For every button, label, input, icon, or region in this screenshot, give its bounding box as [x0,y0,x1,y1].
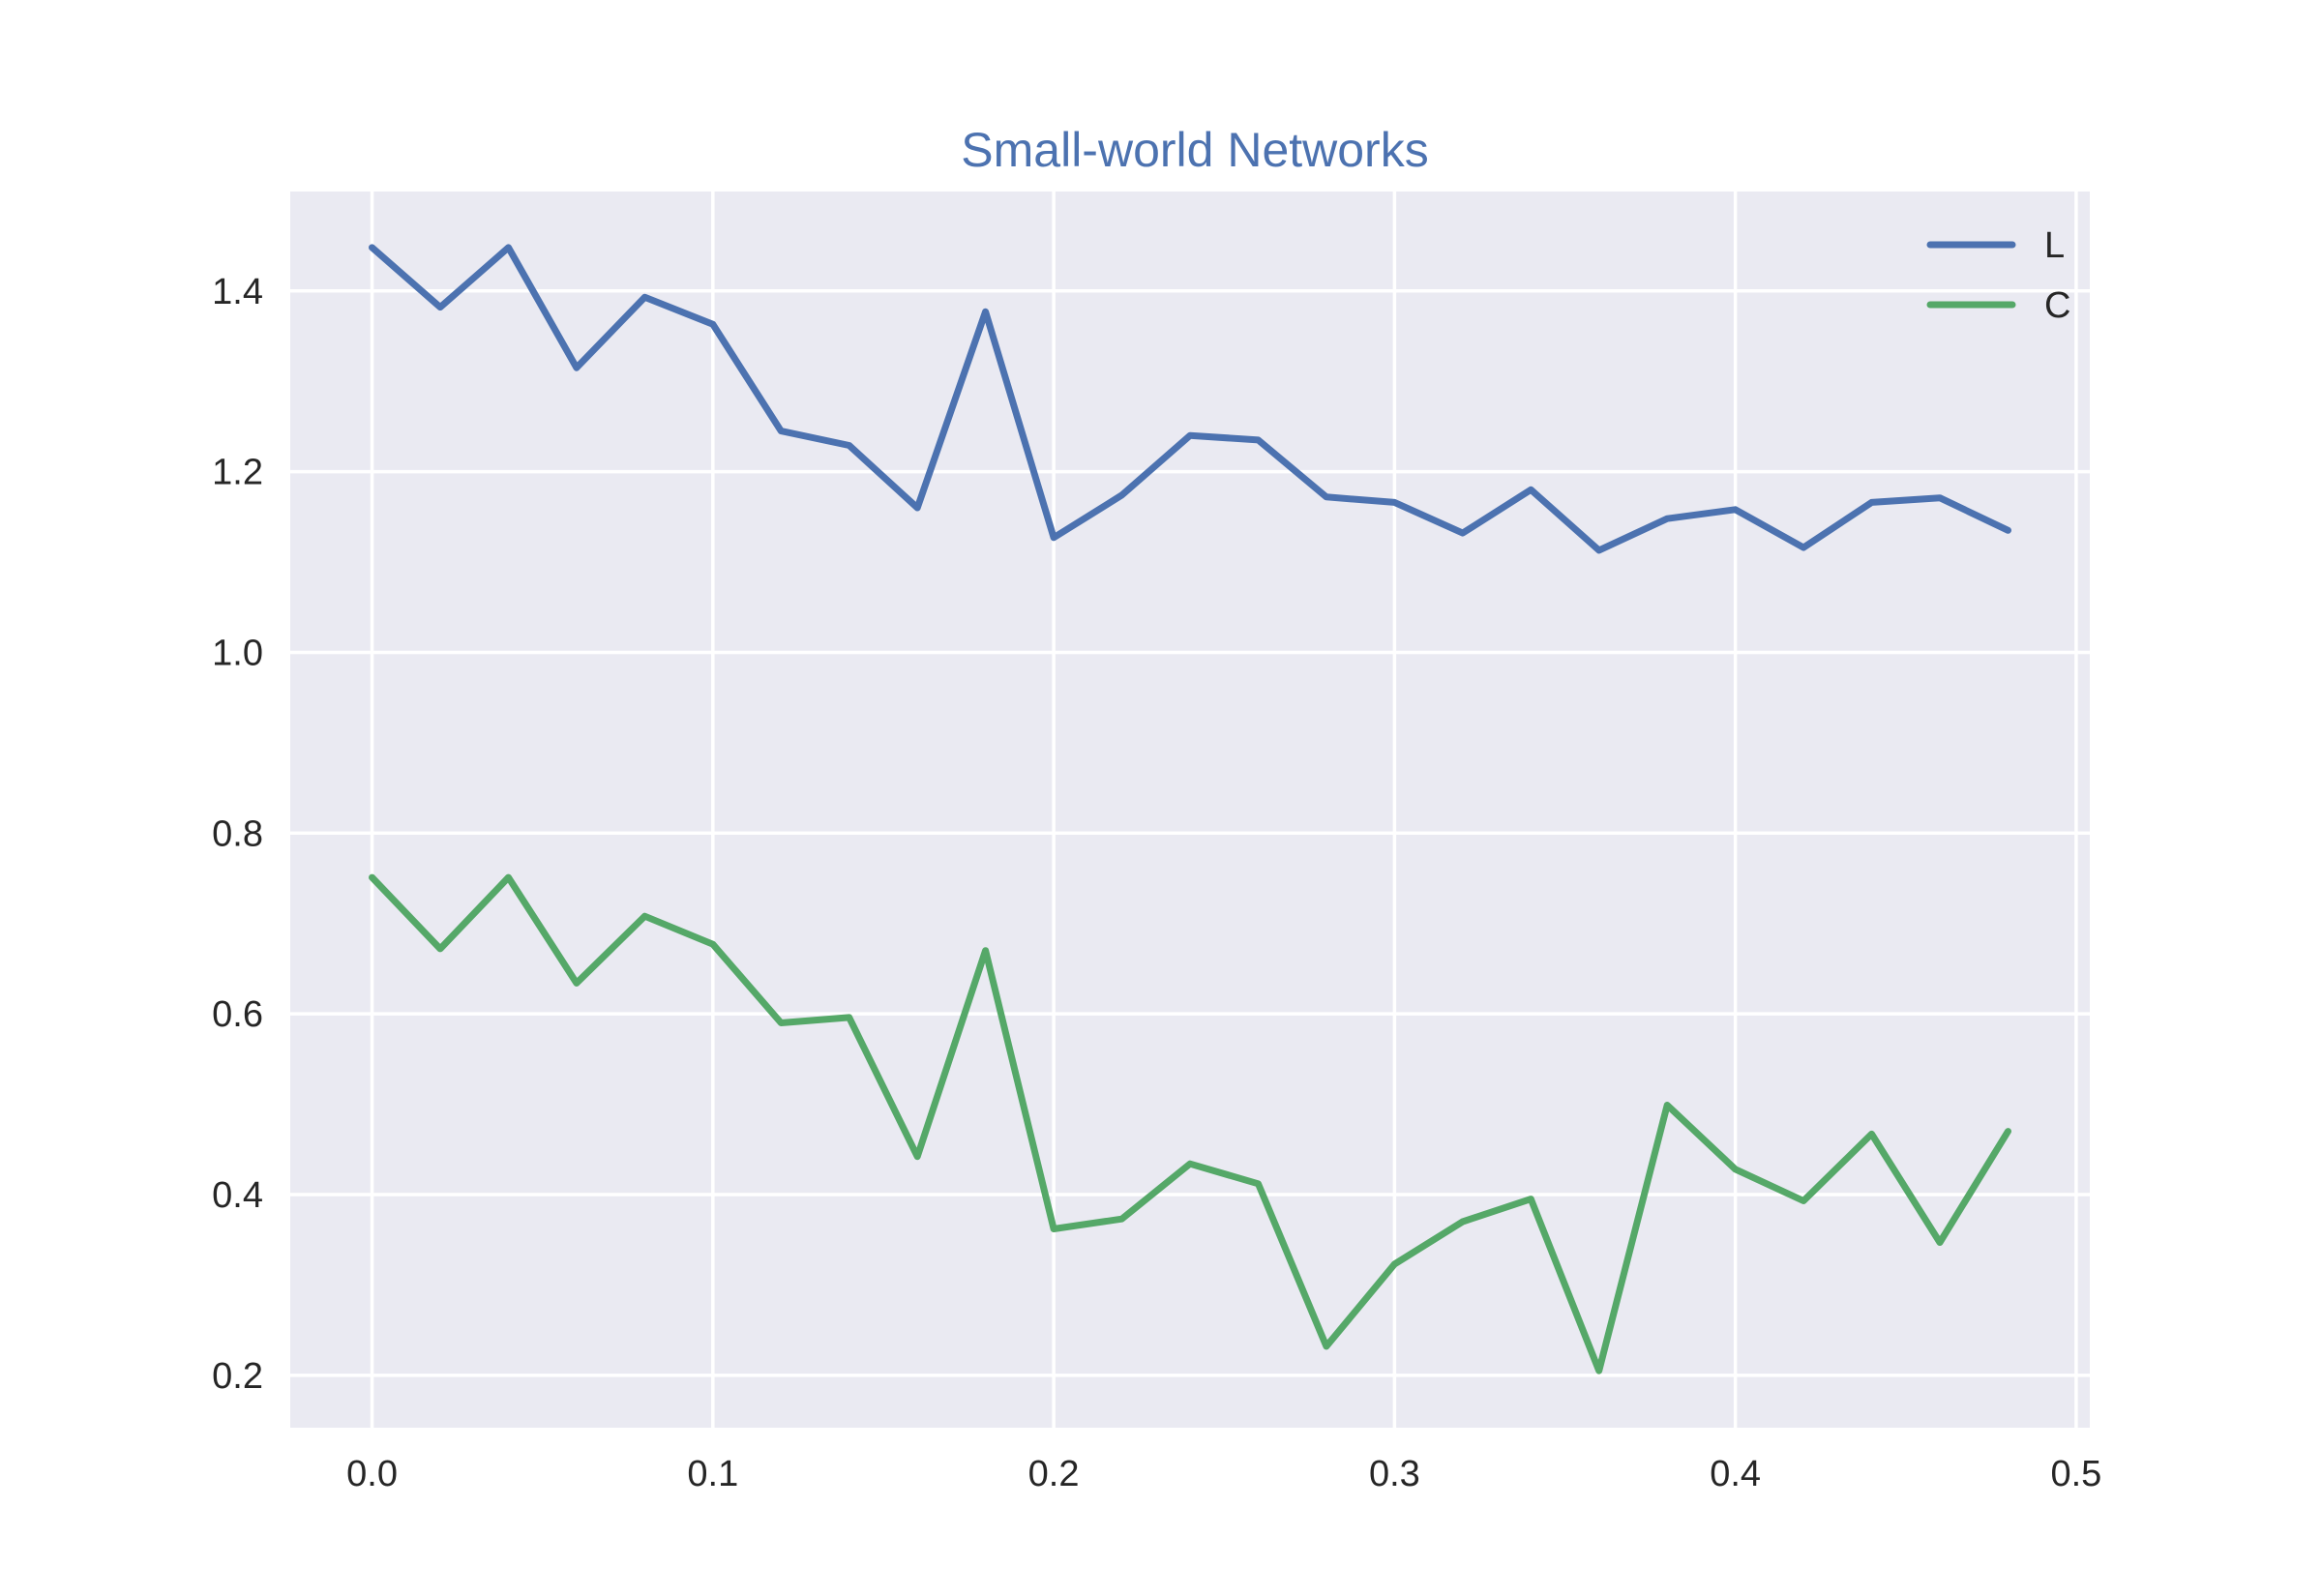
legend: LC [1926,225,2070,326]
y-tick-label: 1.0 [212,633,263,673]
y-tick-labels: 0.2 0.4 0.6 0.8 1.0 1.2 1.4 [212,272,263,1397]
legend-label-C: C [2044,285,2070,326]
y-tick-label: 0.6 [212,994,263,1035]
y-tick-label: 0.8 [212,813,263,854]
y-tick-label: 1.2 [212,453,263,493]
x-tick-label: 0.1 [687,1454,738,1494]
plot-area [290,192,2090,1428]
chart-title: Small-world Networks [961,123,1428,177]
y-grid [290,289,2090,1377]
x-tick-labels: 0.0 0.1 0.2 0.3 0.4 0.5 [346,1454,2101,1494]
series-line-L [369,244,2011,554]
y-tick-label: 0.4 [212,1175,263,1216]
x-tick-label: 0.2 [1028,1454,1080,1494]
x-grid [370,192,2078,1428]
x-tick-label: 0.5 [2050,1454,2101,1494]
y-tick-label: 0.2 [212,1356,263,1397]
x-tick-label: 0.0 [346,1454,398,1494]
series-line-C [369,873,2011,1374]
y-tick-label: 1.4 [212,272,263,312]
x-tick-label: 0.4 [1710,1454,1761,1494]
legend-label-L: L [2044,225,2065,266]
series-lines [369,244,2011,1374]
x-tick-label: 0.3 [1369,1454,1420,1494]
